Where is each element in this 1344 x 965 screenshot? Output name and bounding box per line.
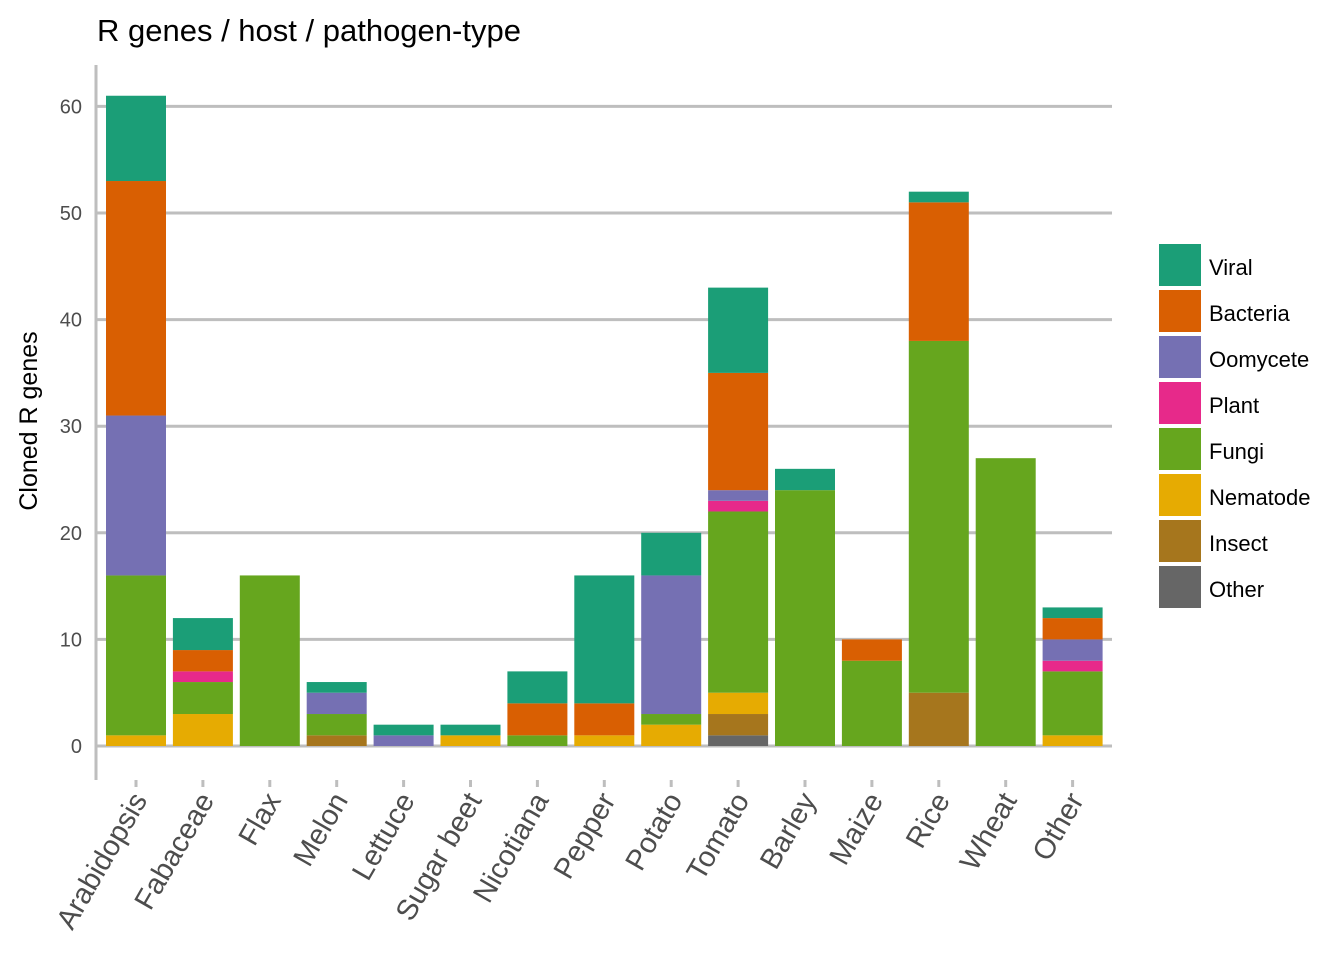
- bar-segment-plant: [172, 671, 233, 683]
- bar-segment-oomycete: [306, 692, 367, 715]
- legend-label: Bacteria: [1209, 301, 1290, 326]
- x-tick-label: Tomato: [681, 788, 756, 886]
- legend-key-plant: [1159, 382, 1201, 424]
- bar-segment-viral: [641, 532, 702, 576]
- bar-segment-nematode: [172, 714, 233, 746]
- bar-segment-bacteria: [841, 639, 902, 661]
- legend-key-insect: [1159, 520, 1201, 562]
- bar-segment-plant: [708, 500, 769, 512]
- legend-label: Insect: [1209, 531, 1268, 556]
- bar-segment-insect: [306, 735, 367, 746]
- bar-segment-viral: [908, 191, 969, 203]
- legend-key-fungi: [1159, 428, 1201, 470]
- bar-segment-fungi: [239, 575, 300, 746]
- bar-segment-viral: [373, 724, 434, 736]
- x-tick-label: Pepper: [548, 787, 623, 884]
- bar-segment-viral: [507, 671, 568, 704]
- x-tick-label: Melon: [288, 788, 355, 872]
- x-tick-label: Arabidopsis: [51, 788, 154, 935]
- bar-segment-fungi: [975, 458, 1036, 746]
- bar-segment-oomycete: [708, 490, 769, 501]
- bar-segment-oomycete: [373, 735, 434, 746]
- bar-segment-viral: [172, 618, 233, 651]
- bar-segment-nematode: [708, 692, 769, 715]
- x-tick-label: Potato: [620, 788, 690, 877]
- bar-segment-bacteria: [574, 703, 635, 736]
- bar-segment-insect: [908, 692, 969, 746]
- bar-segment-oomycete: [641, 575, 702, 715]
- y-tick-label: 20: [60, 523, 82, 545]
- bar-segment-viral: [306, 682, 367, 693]
- legend-key-nematode: [1159, 474, 1201, 516]
- x-tick-label: Wheat: [954, 788, 1024, 877]
- bar-segment-nematode: [574, 735, 635, 746]
- legend-label: Plant: [1209, 393, 1259, 418]
- bar-segment-viral: [775, 468, 835, 491]
- bar-segment-bacteria: [106, 181, 166, 416]
- x-tick-label: Maize: [824, 788, 890, 871]
- bar-segment-oomycete: [1042, 639, 1103, 661]
- bar-segment-fungi: [775, 490, 835, 746]
- bar-segment-fungi: [641, 714, 702, 725]
- bar-segment-fungi: [507, 735, 568, 746]
- bar-segment-fungi: [1042, 671, 1103, 736]
- bar-segment-plant: [1042, 660, 1103, 672]
- bar-segment-fungi: [908, 340, 969, 693]
- bar-segment-fungi: [172, 682, 233, 715]
- bar-segment-bacteria: [172, 650, 233, 672]
- bar-segment-fungi: [841, 660, 902, 746]
- bar-segment-fungi: [708, 511, 769, 693]
- y-tick-label: 30: [60, 416, 82, 438]
- bar-segment-viral: [106, 95, 166, 182]
- bar-segment-other: [708, 735, 769, 746]
- bar-segment-insect: [708, 714, 769, 736]
- legend-key-other: [1159, 566, 1201, 608]
- bar-segment-bacteria: [1042, 618, 1103, 640]
- legend-label: Other: [1209, 577, 1264, 602]
- x-tick-label: Other: [1027, 787, 1091, 866]
- legend-label: Fungi: [1209, 439, 1264, 464]
- bar-segment-bacteria: [507, 703, 568, 736]
- x-tick-label: Rice: [900, 788, 957, 854]
- bar-segment-bacteria: [908, 202, 969, 341]
- bar-segment-nematode: [641, 724, 702, 746]
- bar-segment-nematode: [440, 735, 501, 746]
- legend-key-bacteria: [1159, 290, 1201, 332]
- bar-segment-nematode: [1042, 735, 1103, 746]
- legend-label: Viral: [1209, 255, 1253, 280]
- bar-segment-fungi: [306, 714, 367, 736]
- y-tick-label: 60: [60, 96, 82, 118]
- y-axis-label: Cloned R genes: [15, 331, 43, 510]
- legend-key-oomycete: [1159, 336, 1201, 378]
- bar-segment-oomycete: [106, 415, 166, 576]
- y-tick-label: 40: [60, 310, 82, 332]
- bar-segment-viral: [1042, 607, 1103, 619]
- legend-key-viral: [1159, 244, 1201, 286]
- y-tick-label: 0: [71, 736, 82, 758]
- x-tick-label: Lettuce: [346, 788, 421, 886]
- legend-label: Nematode: [1209, 485, 1311, 510]
- bar-segment-viral: [574, 575, 635, 704]
- x-tick-label: Flax: [233, 787, 288, 851]
- bar-segment-nematode: [106, 735, 166, 746]
- bar-segment-viral: [708, 287, 769, 373]
- bar-segment-fungi: [106, 575, 166, 736]
- y-tick-label: 50: [60, 203, 82, 225]
- bar-segment-bacteria: [708, 372, 769, 491]
- chart-title: R genes / host / pathogen-type: [97, 13, 521, 48]
- bar-segment-viral: [440, 724, 501, 736]
- legend-label: Oomycete: [1209, 347, 1309, 372]
- x-tick-label: Barley: [754, 787, 823, 875]
- y-tick-label: 10: [60, 629, 82, 651]
